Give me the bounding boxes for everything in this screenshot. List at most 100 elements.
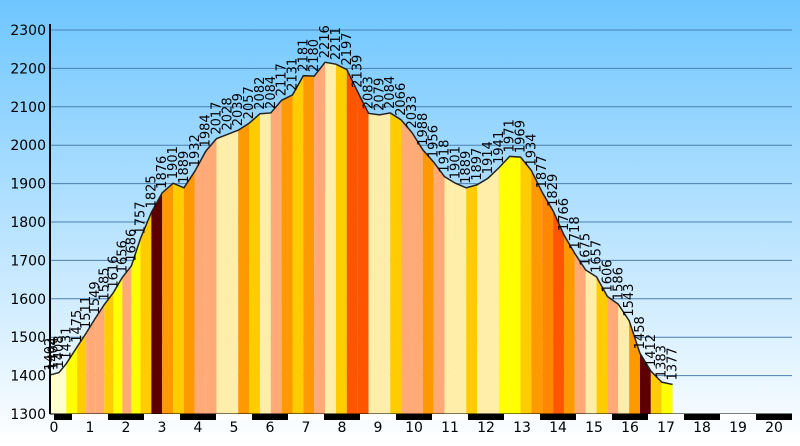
- x-scale-segment: [324, 414, 342, 420]
- elevation-segment: [162, 183, 174, 414]
- elevation-data-label: 1675: [579, 233, 594, 266]
- x-scale-segment: [360, 414, 378, 420]
- elevation-data-label: 1585: [97, 267, 112, 300]
- elevation-data-label: 1889: [459, 151, 474, 184]
- x-scale-segment: [504, 414, 522, 420]
- elevation-segment: [553, 210, 564, 414]
- x-scale-segment: [252, 414, 270, 420]
- x-tick-label: 8: [338, 420, 347, 436]
- elevation-data-label: 1656: [115, 240, 130, 273]
- x-scale-segment: [288, 414, 306, 420]
- elevation-data-label: 2017: [209, 102, 224, 135]
- elevation-data-label: 1404: [47, 337, 62, 370]
- y-tick-label: 1800: [10, 215, 46, 231]
- elevation-segment: [216, 134, 228, 414]
- x-scale-segment: [576, 414, 594, 420]
- elevation-data-label: 2117: [275, 63, 290, 96]
- x-tick-label: 12: [477, 420, 495, 436]
- elevation-data-label: 1897: [470, 148, 485, 181]
- elevation-segment: [498, 156, 510, 414]
- x-scale-segment: [540, 414, 558, 420]
- elevation-data-label: 1543: [622, 284, 637, 317]
- x-tick-label: 3: [158, 420, 167, 436]
- elevation-data-label: 1757: [133, 201, 148, 234]
- y-tick-label: 1300: [10, 407, 46, 423]
- elevation-segment: [520, 157, 532, 414]
- elevation-data-label: 1408: [52, 335, 67, 368]
- x-scale-segment: [396, 414, 414, 420]
- x-tick-label: 6: [266, 420, 275, 436]
- x-scale-segment: [756, 414, 774, 420]
- y-tick-label: 1600: [10, 292, 46, 308]
- y-tick-label: 1900: [10, 177, 46, 193]
- elevation-data-label: 1877: [535, 155, 550, 188]
- elevation-data-label: 1825: [144, 175, 159, 208]
- x-scale-segment: [666, 414, 684, 420]
- elevation-data-label: 1901: [166, 146, 181, 179]
- x-scale-segment: [378, 414, 396, 420]
- elevation-segment: [53, 372, 60, 414]
- x-tick-label: 11: [441, 420, 459, 436]
- x-scale-segment: [450, 414, 468, 420]
- elevation-segment: [509, 156, 521, 414]
- elevation-data-label: 1829: [546, 174, 561, 207]
- elevation-data-label: 2082: [253, 77, 268, 110]
- x-scale-segment: [144, 414, 162, 420]
- x-tick-label: 10: [405, 420, 423, 436]
- elevation-segment: [531, 170, 543, 414]
- elevation-data-label: 1889: [177, 151, 192, 184]
- x-scale-segment: [180, 414, 198, 420]
- x-tick-label: 20: [765, 420, 783, 436]
- elevation-segment: [379, 112, 391, 414]
- elevation-data-label: 2084: [383, 76, 398, 109]
- y-tick-label: 1700: [10, 253, 46, 269]
- x-scale-segment: [738, 414, 756, 420]
- x-scale-segment: [612, 414, 630, 420]
- x-scale-segment: [198, 414, 216, 420]
- elevation-data-label: 1549: [88, 281, 103, 314]
- elevation-segment: [357, 91, 369, 414]
- elevation-segment: [59, 363, 67, 414]
- x-tick-label: 0: [50, 420, 59, 436]
- profile-line: [49, 61, 673, 386]
- elevation-segment: [401, 119, 412, 414]
- x-scale-segment: [720, 414, 738, 420]
- elevation-segment: [303, 75, 315, 415]
- elevation-segment: [292, 75, 304, 415]
- x-tick-label: 19: [729, 420, 747, 436]
- elevation-segment: [113, 277, 123, 414]
- elevation-data-label: 2033: [405, 95, 420, 128]
- elevation-segment: [487, 167, 499, 414]
- elevation-segment: [563, 235, 575, 414]
- elevation-segment: [77, 332, 87, 414]
- x-scale-segment: [216, 414, 234, 420]
- label-layer: 1402140414081431147515111549158516161656…: [43, 25, 681, 380]
- elevation-segment: [607, 296, 619, 414]
- elevation-data-label: 2079: [372, 78, 387, 111]
- elevation-data-label: 1941: [492, 131, 507, 164]
- elevation-segment: [281, 94, 293, 415]
- elevation-data-label: 2057: [242, 86, 257, 119]
- elevation-segment: [194, 151, 206, 414]
- elevation-data-label: 1402: [43, 338, 58, 371]
- x-tick-label: 14: [549, 420, 567, 436]
- elevation-segment: [650, 370, 662, 414]
- x-scale-segment: [468, 414, 486, 420]
- x-scale-segment: [306, 414, 324, 420]
- elevation-segment: [390, 112, 402, 414]
- area-layer: [49, 61, 673, 415]
- elevation-segment: [86, 318, 96, 414]
- elevation-data-label: 1901: [448, 146, 463, 179]
- elevation-segment: [131, 238, 141, 414]
- x-scale-segment: [162, 414, 180, 420]
- elevation-segment: [629, 320, 640, 414]
- elevation-data-label: 1969: [514, 120, 529, 153]
- elevation-data-label: 2039: [231, 93, 246, 126]
- elevation-segment: [95, 304, 105, 414]
- elevation-data-label: 2180: [307, 39, 322, 72]
- elevation-segment: [314, 62, 326, 414]
- elevation-segment: [477, 178, 488, 414]
- elevation-segment: [66, 346, 78, 414]
- x-scale-segment: [108, 414, 126, 420]
